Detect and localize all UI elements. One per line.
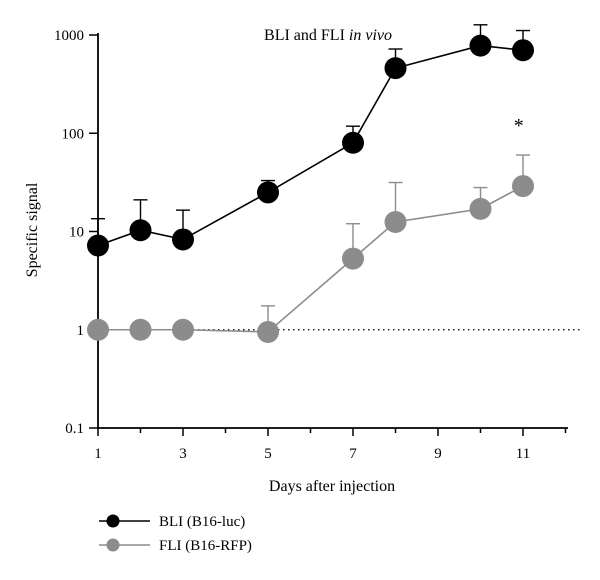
data-point: [172, 318, 194, 341]
x-axis-title: Days after injection: [269, 478, 395, 495]
x-tick-label: 1: [94, 446, 102, 462]
chart-title: BLI and FLI in vivo: [264, 27, 392, 44]
chart-title-main: BLI and FLI: [264, 27, 349, 44]
y-tick-label: 10: [69, 225, 84, 241]
legend-label: BLI (B16-luc): [159, 514, 245, 530]
legend-marker: [106, 514, 120, 528]
data-point: [87, 234, 109, 257]
legend-label: FLI (B16-RFP): [159, 538, 252, 554]
data-point: [87, 318, 109, 341]
y-tick-label: 1: [77, 323, 85, 339]
data-point: [129, 219, 152, 242]
data-point: [129, 318, 152, 341]
y-tick-label: 1000: [54, 28, 84, 44]
data-point: [342, 131, 364, 154]
x-tick-label: 5: [264, 446, 272, 462]
x-tick-label: 9: [434, 446, 442, 462]
data-point: [257, 320, 279, 343]
data-point: [469, 34, 492, 57]
series-line: [98, 185, 524, 333]
data-point: [512, 175, 534, 198]
chart-title-italic: in vivo: [349, 27, 392, 44]
y-tick-label: 0.1: [65, 421, 84, 437]
data-point: [469, 197, 492, 220]
x-tick-label: 7: [349, 446, 357, 462]
x-tick-label: 3: [179, 446, 187, 462]
data-point: [172, 228, 194, 251]
y-axis-title: Specific signal: [24, 182, 41, 277]
data-point: [384, 57, 407, 80]
series-line: [97, 44, 524, 247]
data-point: [384, 210, 407, 233]
data-point: [342, 247, 364, 270]
x-tick-label: 11: [516, 446, 530, 462]
data-point: [512, 39, 534, 62]
data-point: [257, 181, 279, 204]
legend-marker: [106, 538, 120, 552]
significance-annotation: *: [514, 115, 524, 137]
y-tick-label: 100: [62, 126, 85, 142]
